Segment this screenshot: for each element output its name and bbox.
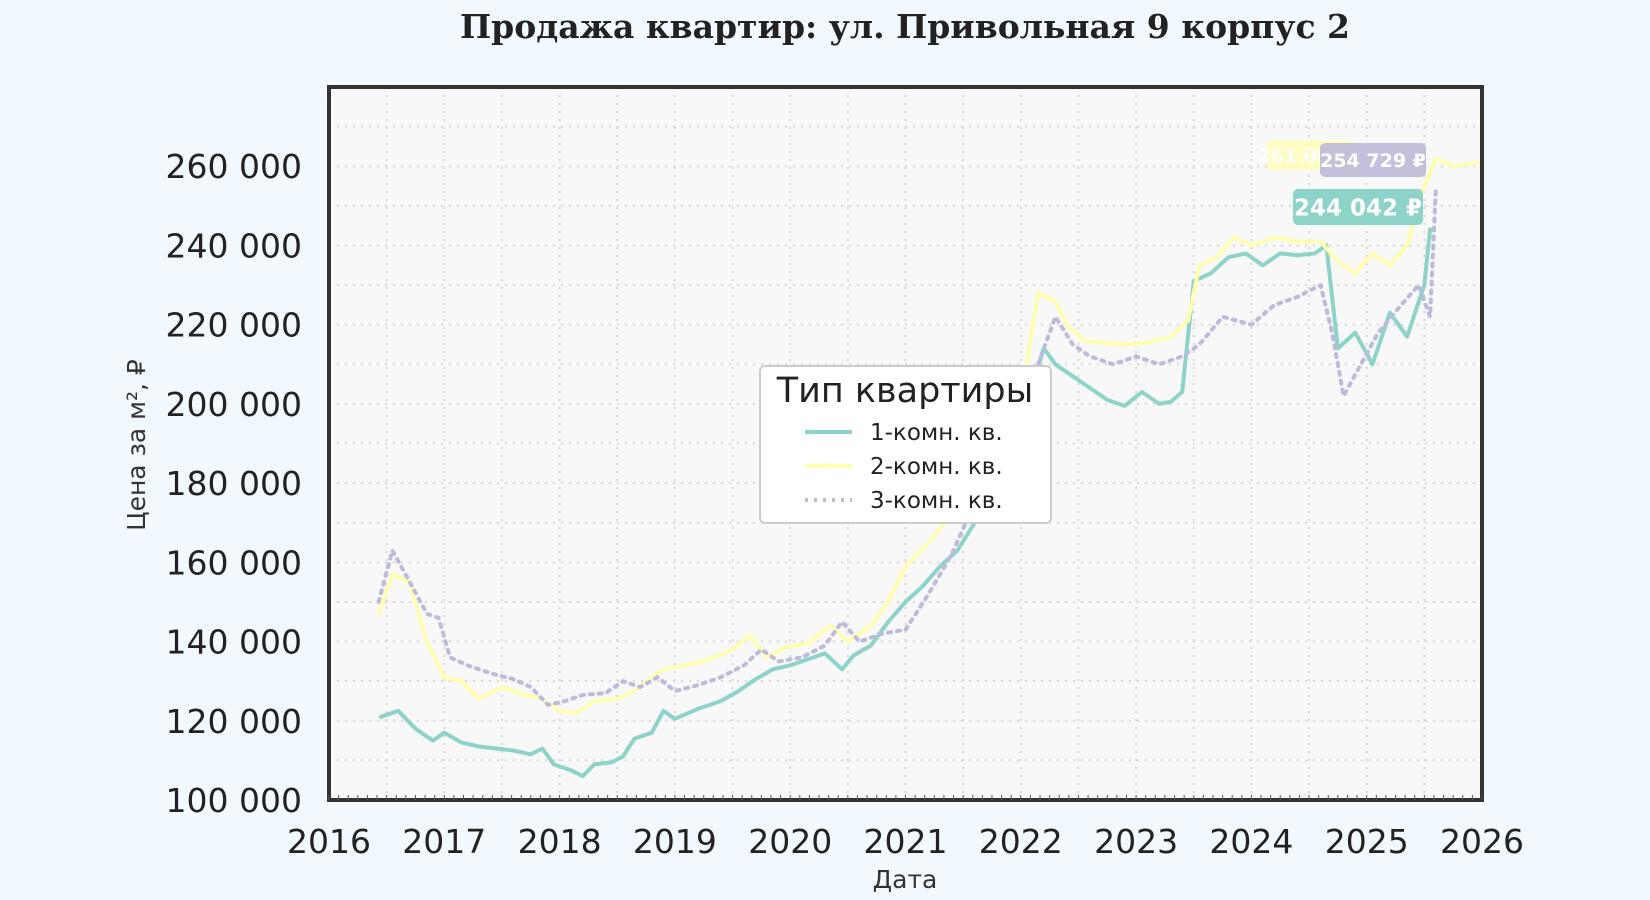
y-tick-label: 140 000 xyxy=(166,623,302,662)
chart-title: Продажа квартир: ул. Привольная 9 корпус… xyxy=(460,7,1350,46)
legend-label-1: 1-комн. кв. xyxy=(870,420,1003,446)
x-axis-label: Дата xyxy=(873,865,938,894)
x-tick-label: 2023 xyxy=(1094,822,1178,861)
y-tick-label: 160 000 xyxy=(166,543,302,582)
end-label-1: 244 042 ₽ xyxy=(1293,189,1423,225)
y-tick-label: 220 000 xyxy=(166,306,302,345)
end-label-box xyxy=(1293,189,1423,225)
x-tick-label: 2025 xyxy=(1325,822,1409,861)
y-axis: 100 000 120 000 140 000 160 000 180 000 200 0… xyxy=(166,147,302,820)
legend-label-2: 2-комн. кв. xyxy=(870,454,1003,480)
y-tick-label: 100 000 xyxy=(166,781,302,820)
end-labels: 244 042 ₽261 000 ₽254 729 ₽ xyxy=(1257,140,1426,225)
legend-title: Тип квартиры xyxy=(776,371,1034,411)
series-line-1 xyxy=(378,227,1433,779)
y-tick-label: 260 000 xyxy=(166,147,302,186)
end-label-3: 254 729 ₽ xyxy=(1320,143,1426,177)
series-layer xyxy=(376,156,1484,779)
end-label-box xyxy=(1320,143,1426,177)
y-axis-label: Цена за м², ₽ xyxy=(122,359,151,531)
legend-items: 1-комн. кв. 2-комн. кв. 3-комн. кв. xyxy=(805,420,1003,514)
x-axis: 2016 2017 2018 2019 2020 2021 2022 2023 2024 2025… xyxy=(287,795,1524,861)
legend-marker xyxy=(825,463,831,469)
y-tick-label: 240 000 xyxy=(166,226,302,265)
x-tick-label: 2019 xyxy=(633,822,717,861)
x-tick-label: 2016 xyxy=(287,822,371,861)
x-tick-label: 2021 xyxy=(864,822,948,861)
x-tick-label: 2020 xyxy=(748,822,832,861)
x-tick-label: 2018 xyxy=(518,822,602,861)
y-tick-label: 200 000 xyxy=(166,385,302,424)
legend-label-3: 3-комн. кв. xyxy=(870,488,1003,514)
legend-box xyxy=(759,365,1052,524)
x-tick-label: 2026 xyxy=(1440,822,1524,861)
x-tick-label: 2022 xyxy=(979,822,1063,861)
y-tick-label: 180 000 xyxy=(166,464,302,503)
x-tick-label: 2024 xyxy=(1209,822,1293,861)
y-tick-label: 120 000 xyxy=(166,702,302,741)
legend: Тип квартиры 1-комн. кв. 2-комн. кв. 3-ком… xyxy=(759,365,1052,524)
end-label-text: 244 042 ₽ xyxy=(1294,195,1422,221)
x-tick-label: 2017 xyxy=(402,822,486,861)
end-label-text: 254 729 ₽ xyxy=(1320,150,1426,172)
series-line-3 xyxy=(376,185,1438,707)
series-line-2 xyxy=(376,156,1484,715)
